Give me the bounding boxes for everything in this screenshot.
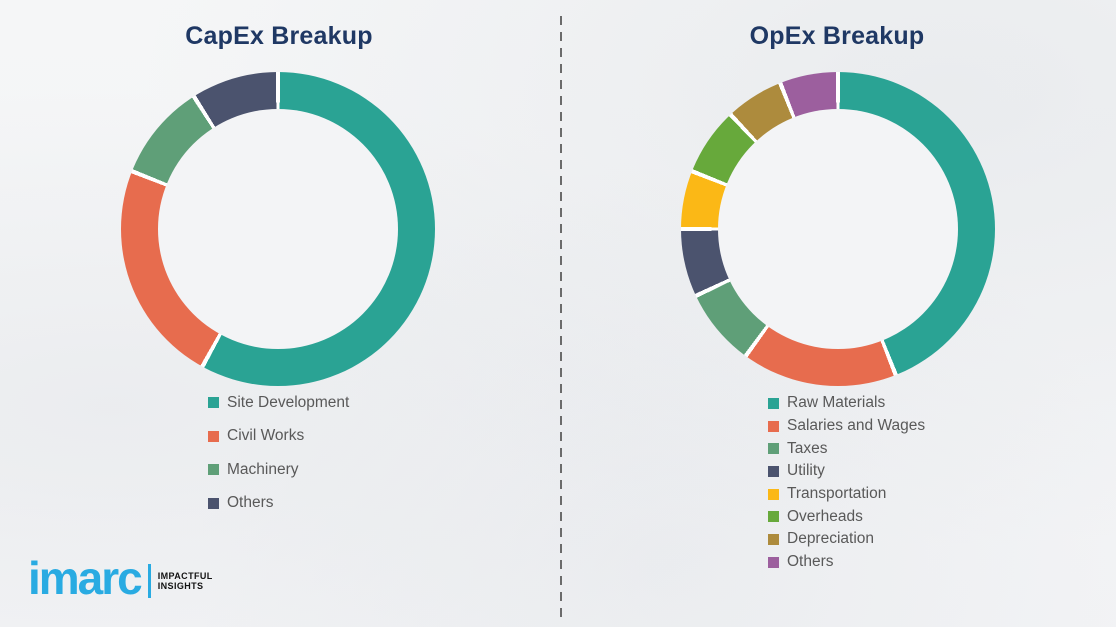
imarc-logo-tagline: IMPACTFUL INSIGHTS <box>158 571 213 591</box>
legend-item: Overheads <box>768 505 925 528</box>
legend-item: Salaries and Wages <box>768 415 925 438</box>
opex-panel: OpEx Breakup Raw Materials Salaries and W… <box>558 0 1116 627</box>
legend-item: Taxes <box>768 437 925 460</box>
legend-item: Raw Materials <box>768 392 925 415</box>
legend-label: Civil Works <box>227 427 305 445</box>
capex-legend: Site Development Civil Works Machinery Othe… <box>208 386 349 520</box>
legend-label: Depreciation <box>787 530 875 548</box>
legend-label: Salaries and Wages <box>787 417 926 435</box>
logo-tagline-line2: INSIGHTS <box>157 581 204 591</box>
legend-swatch-icon <box>768 465 779 477</box>
capex-chart-title: CapEx Breakup <box>185 22 373 50</box>
legend-swatch-icon <box>208 464 219 476</box>
legend-swatch-icon <box>768 397 779 409</box>
legend-swatch-icon <box>208 397 219 409</box>
imarc-logo-separator-bar <box>147 564 151 598</box>
legend-item: Machinery <box>208 453 349 487</box>
imarc-logo: imarc IMPACTFUL INSIGHTS <box>28 552 213 604</box>
imarc-logo-wordmark: imarc <box>28 552 143 604</box>
legend-swatch-icon <box>768 420 779 432</box>
legend-item: Others <box>768 551 925 574</box>
legend-swatch-icon <box>768 533 779 545</box>
legend-swatch-icon <box>768 511 779 523</box>
legend-label: Others <box>787 553 834 571</box>
dashed-divider <box>560 16 562 620</box>
legend-swatch-icon <box>208 497 219 509</box>
legend-label: Others <box>227 494 274 512</box>
legend-label: Raw Materials <box>787 394 886 412</box>
opex-chart-title: OpEx Breakup <box>749 22 925 50</box>
legend-swatch-icon <box>768 488 779 500</box>
legend-label: Utility <box>787 462 825 480</box>
legend-label: Overheads <box>787 507 863 525</box>
legend-item: Transportation <box>768 483 925 506</box>
capex-donut-chart <box>121 72 435 386</box>
opex-legend: Raw Materials Salaries and Wages Taxes Util… <box>768 392 925 574</box>
legend-label: Machinery <box>227 460 299 478</box>
legend-item: Utility <box>768 460 925 483</box>
legend-swatch-icon <box>768 443 779 455</box>
legend-item: Others <box>208 487 349 521</box>
capex-donut-hole <box>158 109 398 349</box>
legend-label: Transportation <box>787 485 887 503</box>
legend-label: Site Development <box>227 393 350 411</box>
logo-tagline-line1: IMPACTFUL <box>157 571 213 581</box>
capex-panel: CapEx Breakup Site Development Civil Work… <box>121 22 435 520</box>
legend-swatch-icon <box>208 430 219 442</box>
legend-swatch-icon <box>768 556 779 568</box>
legend-item: Site Development <box>208 386 349 420</box>
legend-item: Depreciation <box>768 528 925 551</box>
legend-label: Taxes <box>787 439 828 457</box>
opex-donut-chart <box>681 72 995 386</box>
legend-item: Civil Works <box>208 420 349 454</box>
opex-donut-hole <box>718 109 958 349</box>
